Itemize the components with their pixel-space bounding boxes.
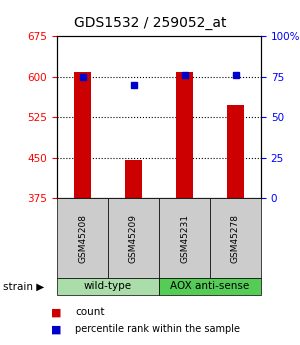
Text: GSM45278: GSM45278 — [231, 214, 240, 263]
Bar — [74, 72, 92, 198]
Bar — [226, 106, 244, 198]
Bar — [176, 72, 194, 198]
Bar — [124, 160, 142, 198]
Text: AOX anti-sense: AOX anti-sense — [170, 282, 250, 291]
Text: GSM45231: GSM45231 — [180, 214, 189, 263]
Text: GSM45209: GSM45209 — [129, 214, 138, 263]
Text: ■: ■ — [51, 325, 62, 334]
Text: ■: ■ — [51, 307, 62, 317]
Text: count: count — [75, 307, 104, 317]
Text: percentile rank within the sample: percentile rank within the sample — [75, 325, 240, 334]
Text: strain ▶: strain ▶ — [3, 282, 44, 291]
Text: GSM45208: GSM45208 — [78, 214, 87, 263]
Text: GDS1532 / 259052_at: GDS1532 / 259052_at — [74, 16, 226, 30]
Text: wild-type: wild-type — [84, 282, 132, 291]
